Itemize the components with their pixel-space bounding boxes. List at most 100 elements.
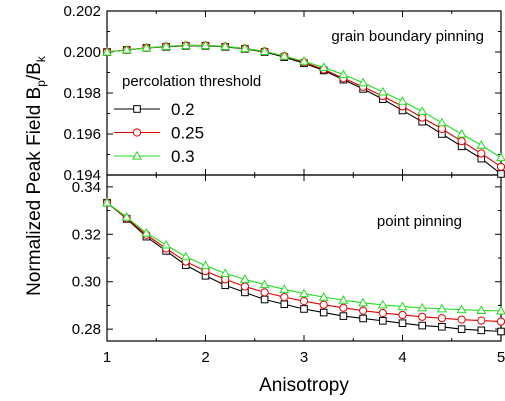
top-y-tick-label: 0.202 [63,3,101,20]
bottom-point-0.2 [477,326,486,335]
bottom-point-0.25 [477,316,486,325]
top-series-0.3 [102,40,505,162]
top-y-tick-label: 0.200 [63,44,101,61]
legend-label: 0.25 [171,124,204,143]
top-point-0.3 [121,44,132,54]
bottom-point-0.25 [378,308,387,318]
top-point-0.3 [239,43,250,53]
bottom-point-0.2 [359,314,367,323]
top-point-0.25 [437,124,446,133]
bottom-y-tick-label: 0.30 [72,274,101,291]
bottom-panel-axes: 0.28 0.30 0.32 0.34 1 2 3 4 5 [72,175,505,366]
bottom-panel-series [102,197,505,336]
top-y-tick-label: 0.196 [63,126,101,143]
top-point-0.3 [476,140,487,149]
top-point-0.25 [418,113,427,122]
bottom-series-0.3 [102,197,505,315]
x-tick-label: 5 [497,349,505,366]
bottom-point-0.2 [497,327,505,336]
legend-item-0.25: 0.25 [114,124,204,143]
legend-label: 0.2 [171,100,195,119]
bottom-point-0.25 [359,306,368,315]
bottom-point-0.25 [280,293,289,302]
legend-item-0.3: 0.3 [114,147,195,166]
top-point-0.3 [318,62,329,71]
bottom-point-0.2 [418,321,426,330]
bottom-point-0.25 [260,288,269,297]
legend-marker [132,150,142,160]
y-axis-label-sub-p: p [34,80,48,87]
top-panel-series [102,40,505,178]
top-y-tick-label: 0.198 [63,85,101,102]
bottom-point-0.25 [240,282,249,291]
top-panel-annotation: grain boundary pinning [331,28,484,45]
y-axis-label: Normalized Peak Field Bp/Bk [24,55,48,296]
bottom-point-0.2 [379,317,387,325]
top-panel-axes: 0.194 0.196 0.198 0.200 0.202 [63,3,502,184]
bottom-point-0.3 [141,227,152,237]
top-point-0.2 [497,170,505,178]
bottom-point-0.3 [358,297,369,307]
top-point-0.3 [279,50,290,60]
bottom-point-0.2 [280,300,289,309]
bottom-point-0.2 [438,322,446,331]
top-point-0.3 [456,128,467,138]
y-axis-label-main: Normalized Peak Field B [24,87,45,296]
top-point-0.3 [161,41,172,51]
bottom-point-0.3 [436,303,447,313]
top-point-0.3 [299,56,309,65]
legend-marker [133,105,141,113]
top-point-0.25 [477,149,486,158]
top-point-0.3 [377,86,388,96]
bottom-point-0.2 [319,308,328,317]
top-point-0.3 [417,106,428,116]
bottom-point-0.25 [398,310,407,320]
bottom-point-0.25 [319,300,328,309]
y-axis-label-sub-k: k [34,55,48,62]
bottom-point-0.3 [200,260,211,270]
top-point-0.3 [436,117,447,127]
top-point-0.3 [180,40,191,50]
legend-label: 0.3 [171,147,195,166]
bottom-point-0.3 [102,197,112,207]
legend-marker [132,128,142,137]
top-point-0.3 [496,152,505,162]
bottom-point-0.3 [279,284,290,293]
x-tick-label: 2 [201,349,209,366]
bottom-point-0.3 [496,305,505,315]
bottom-point-0.3 [239,274,250,283]
bottom-point-0.3 [121,212,132,221]
top-point-0.3 [397,96,408,105]
bottom-point-0.2 [339,312,348,320]
bottom-point-0.25 [339,303,348,312]
bottom-point-0.3 [417,302,428,312]
bottom-point-0.3 [220,268,231,277]
bottom-point-0.3 [318,292,329,301]
bottom-point-0.2 [300,305,308,313]
top-point-0.3 [102,46,112,56]
x-axis-label: Anisotropy [259,375,349,396]
bottom-point-0.3 [377,299,388,309]
top-point-0.3 [141,42,152,52]
bottom-y-tick-label: 0.32 [72,226,101,243]
bottom-point-0.3 [338,295,349,304]
bottom-y-tick-label: 0.34 [72,179,101,196]
bottom-point-0.3 [259,279,270,289]
bottom-y-tick-label: 0.28 [72,321,101,338]
top-point-0.3 [200,40,211,50]
top-point-0.3 [220,41,231,51]
legend-item-0.2: 0.2 [114,100,195,119]
bottom-point-0.3 [180,251,191,261]
bottom-point-0.3 [161,239,172,249]
bottom-point-0.2 [260,295,269,304]
legend-title: percolation threshold [122,73,261,90]
bottom-point-0.25 [418,312,427,321]
x-tick-label: 1 [103,349,111,366]
bottom-point-0.25 [437,314,446,323]
top-point-0.3 [338,69,349,79]
top-y-tick-label: 0.194 [63,167,101,184]
bottom-point-0.3 [299,288,309,298]
x-tick-label: 3 [300,349,308,366]
top-point-0.25 [457,137,466,146]
